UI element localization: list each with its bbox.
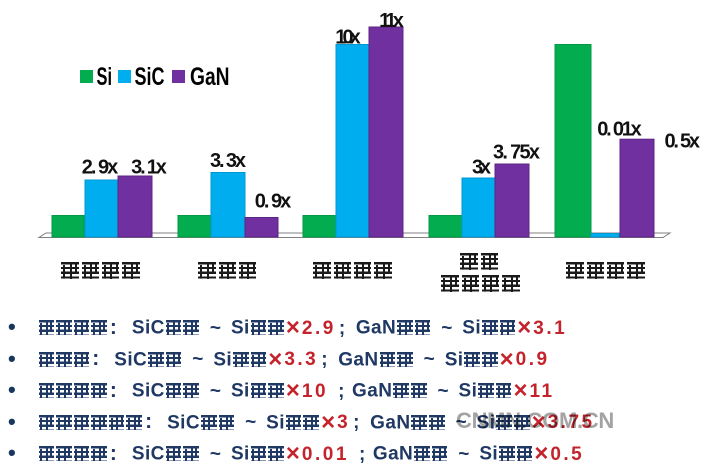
svg-text:3. 3x: 3. 3x [210, 150, 246, 172]
svg-text:0. 5x: 0. 5x [665, 131, 701, 153]
svg-text:0. 9x: 0. 9x [255, 191, 292, 213]
svg-text:3. 75x: 3. 75x [493, 142, 540, 164]
svg-text:Si: Si [97, 63, 113, 91]
svg-text:3x: 3x [472, 157, 491, 179]
svg-text:GaN: GaN [190, 63, 230, 91]
svg-text:10x: 10x [335, 27, 360, 49]
svg-text:2. 9x: 2. 9x [82, 157, 118, 179]
svg-text:11x: 11x [379, 10, 404, 32]
svg-text:0. 01x: 0. 01x [597, 119, 642, 141]
svg-text:SiC: SiC [135, 63, 165, 91]
svg-text:3. 1x: 3. 1x [131, 157, 167, 179]
